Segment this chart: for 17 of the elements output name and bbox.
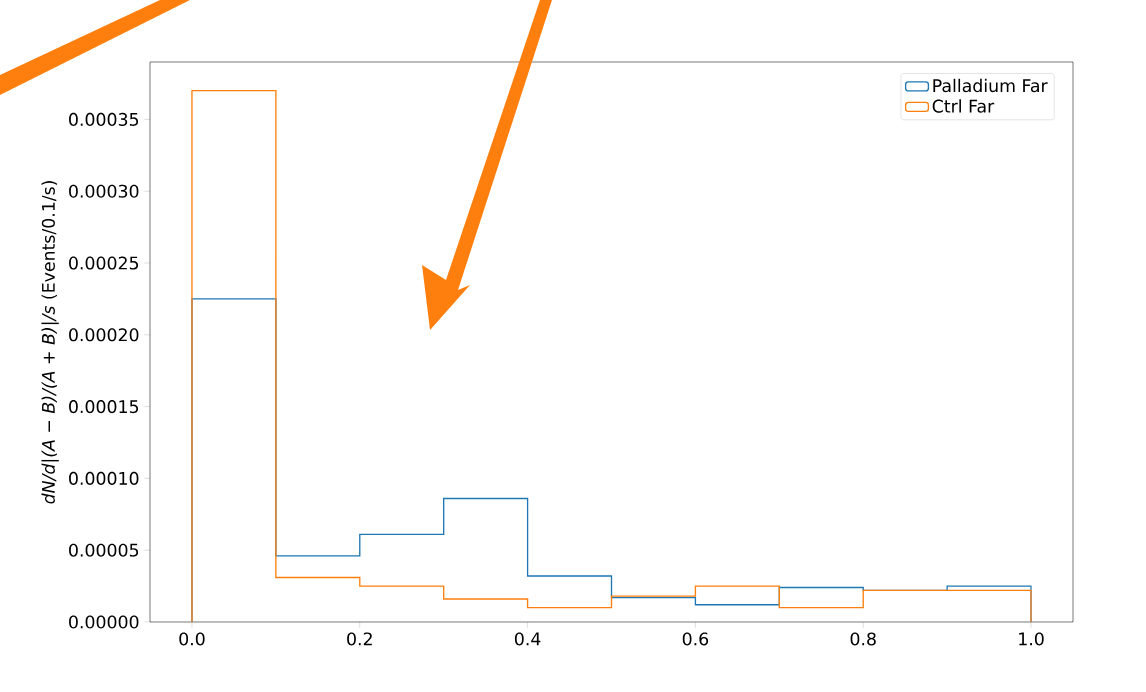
y-tick-label: 0.00025 xyxy=(69,256,139,270)
y-tick-label: 0.00035 xyxy=(69,112,139,126)
x-tick-label: 0.2 xyxy=(347,632,372,646)
x-tick-label: 0.4 xyxy=(514,632,541,646)
y-tick-label: 0.00020 xyxy=(69,328,139,342)
x-tick-label: 0.8 xyxy=(850,632,876,646)
legend-label: Ctrl Far xyxy=(932,99,995,113)
y-tick-label: 0.00015 xyxy=(69,400,139,414)
y-tick-label: 0.00000 xyxy=(69,615,139,629)
y-tick-label: 0.00010 xyxy=(69,471,139,485)
x-tick-label: 0.0 xyxy=(179,632,205,646)
x-tick-label: 0.6 xyxy=(682,632,709,646)
y-axis-title: dN/d|(A − B)/(A + B)|/s (Events/0.1/s) xyxy=(41,181,59,504)
legend-label: Palladium Far xyxy=(933,78,1048,93)
y-tick-label: 0.00005 xyxy=(69,543,139,557)
y-tick-label: 0.00030 xyxy=(69,184,139,198)
x-tick-label: 1.0 xyxy=(1019,632,1044,646)
